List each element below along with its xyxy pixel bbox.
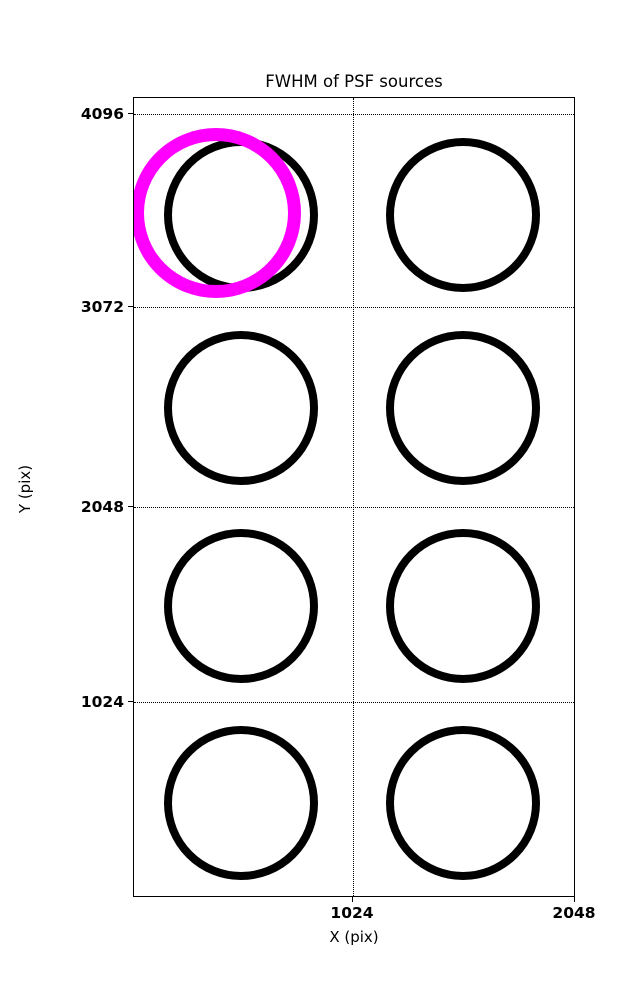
y-tick-mark-2048 (128, 506, 133, 507)
x-axis-label: X (pix) (329, 928, 379, 946)
y-axis-label: Y (pix) (16, 464, 34, 514)
x-tick-label-1024: 1024 (330, 904, 374, 922)
y-tick-mark-3072 (128, 306, 133, 307)
y-tick-label-1024: 1024 (80, 693, 124, 711)
psf-circle-marker (386, 529, 540, 683)
psf-circle-marker (386, 726, 540, 880)
psf-circle-marker (164, 529, 318, 683)
gridline-y-4096 (134, 114, 574, 115)
psf-circle-marker (386, 138, 540, 292)
gridline-y-1024 (134, 702, 574, 703)
gridline-y-2048 (134, 507, 574, 508)
psf-circle-highlight (134, 128, 301, 298)
y-tick-mark-1024 (128, 701, 133, 702)
psf-circle-marker (164, 331, 318, 485)
gridline-y-3072 (134, 307, 574, 308)
y-tick-label-3072: 3072 (80, 298, 124, 316)
x-tick-mark-1024 (352, 897, 353, 902)
x-tick-label-2048: 2048 (552, 904, 596, 922)
gridline-x-1024 (353, 98, 354, 896)
y-tick-label-2048: 2048 (80, 498, 124, 516)
psf-circle-marker (386, 331, 540, 485)
psf-circle-marker (164, 726, 318, 880)
chart-title: FWHM of PSF sources (265, 72, 443, 91)
plot-axes-area (133, 97, 575, 897)
y-tick-label-4096: 4096 (80, 105, 124, 123)
y-tick-mark-4096 (128, 113, 133, 114)
x-tick-mark-2048 (574, 897, 575, 902)
